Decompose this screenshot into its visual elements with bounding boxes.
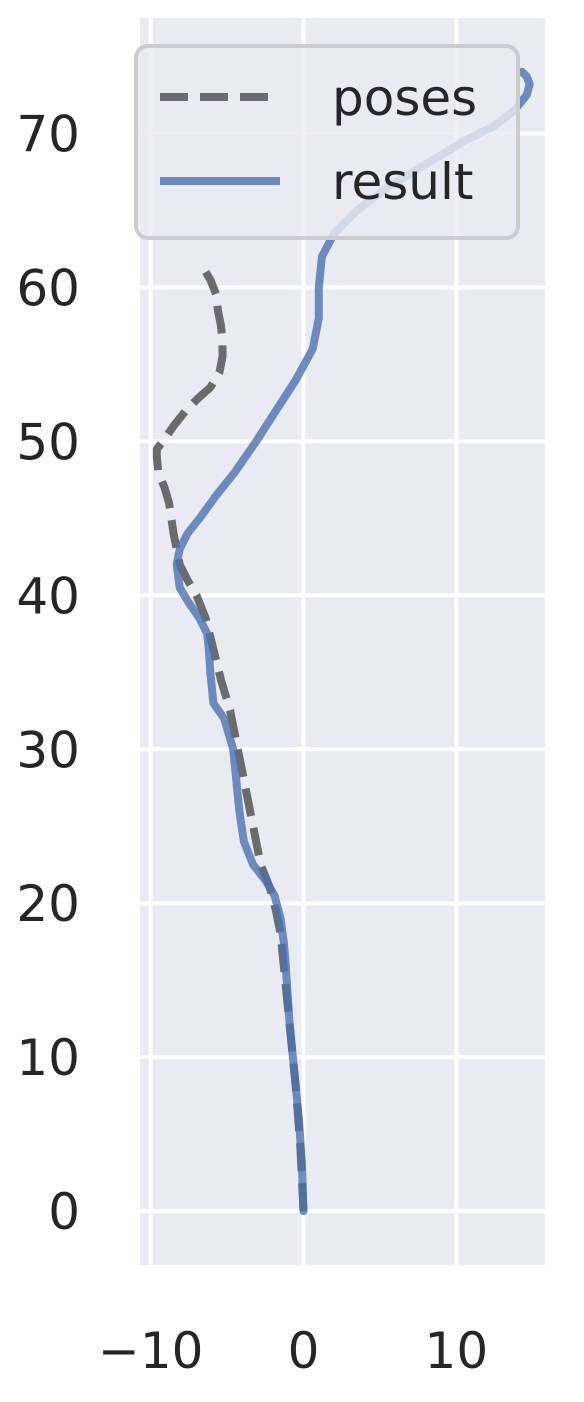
legend-box <box>134 44 520 240</box>
series-line-poses <box>152 269 308 1212</box>
legend: poses result <box>134 44 520 240</box>
legend-label-poses: poses <box>332 69 477 127</box>
y-tick-label: 20 <box>16 875 80 933</box>
x-tick-label: 0 <box>288 1322 320 1380</box>
tick-labels: −10 0 10 0 10 20 30 40 50 60 70 <box>16 105 488 1380</box>
y-tick-label: 70 <box>16 105 80 163</box>
y-tick-label: 60 <box>16 259 80 317</box>
y-tick-label: 40 <box>16 567 80 625</box>
y-tick-label: 30 <box>16 721 80 779</box>
y-tick-label: 50 <box>16 413 80 471</box>
y-tick-label: 0 <box>48 1183 80 1241</box>
legend-label-result: result <box>332 153 473 211</box>
x-tick-label: 10 <box>425 1322 489 1380</box>
x-tick-label: −10 <box>98 1322 204 1380</box>
y-tick-label: 10 <box>16 1029 80 1087</box>
